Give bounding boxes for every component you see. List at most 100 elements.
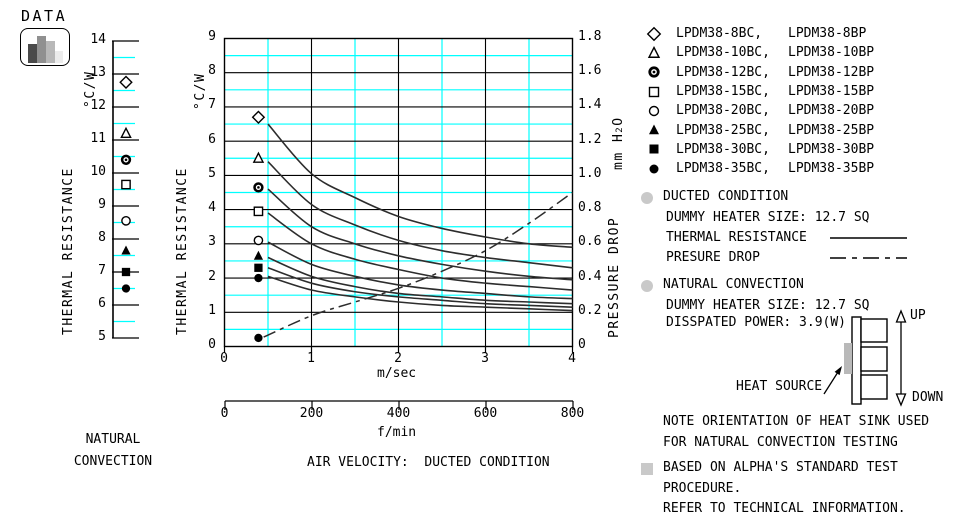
heat-source-pointer-line [823, 371, 839, 395]
y-tick-label: 10 [90, 163, 106, 179]
ducted-chart-units-right-label: mm H2O [611, 116, 627, 170]
down-label: DOWN [912, 390, 944, 405]
legend-model-bc: LPDM38-8BC, [676, 26, 763, 42]
page-title: DATA [21, 7, 68, 25]
y-tick-label: 0 [578, 337, 586, 352]
icon-bar [55, 51, 63, 63]
legend-model-bc: LPDM38-10BC, [676, 45, 770, 61]
natural-chart-units-label: °C/W [83, 70, 98, 108]
legend-model-bc: LPDM38-12BC, [676, 64, 770, 80]
units-right-part2: O [611, 116, 626, 126]
orientation-note-line2: FOR NATURAL CONVECTION TESTING [663, 435, 898, 450]
legend-item: LPDM38-15BC, LPDM38-15BP [645, 82, 874, 101]
legend-item: LPDM38-12BC, LPDM38-12BP [645, 63, 874, 82]
legend-model-bp: LPDM38-30BP [788, 141, 875, 157]
legend-model-bp: LPDM38-10BP [788, 45, 875, 61]
dash-dot-line-sample [830, 257, 907, 259]
square-open-icon [648, 86, 660, 97]
legend-model-bp: LPDM38-35BP [788, 161, 875, 177]
y-tick-label: 11 [90, 130, 106, 146]
triangle-filled-icon [649, 124, 659, 135]
y-tick-label: 1.4 [578, 97, 602, 113]
heat-sink-base-plate [851, 316, 862, 405]
legend-model-bc: LPDM38-15BC, [676, 84, 770, 100]
y-tick-label: 9 [98, 196, 106, 212]
standard-note-line3: REFER TO TECHNICAL INFORMATION. [663, 501, 906, 516]
natural-chart-svg [112, 39, 139, 339]
y-tick-label: 3 [208, 234, 216, 250]
legend-model-bc: LPDM38-30BC, [676, 141, 770, 157]
legend-model-bc: LPDM38-20BC, [676, 103, 770, 119]
legend-model-bp: LPDM38-25BP [788, 122, 875, 138]
icon-bar [28, 44, 37, 63]
ducted-chart-xlabel: m/sec [377, 366, 417, 381]
legend-model-bc: LPDM38-25BC, [676, 122, 770, 138]
y-tick-label: 5 [98, 328, 106, 344]
legend-item: LPDM38-10BC, LPDM38-10BP [645, 43, 874, 62]
y-tick-label: 5 [208, 165, 216, 181]
units-right-part1: mm H [611, 132, 626, 170]
triangle-open-icon [647, 45, 661, 58]
y-tick-label: 0.8 [578, 200, 602, 216]
y-tick-label: 0.2 [578, 302, 602, 318]
bullet-icon [641, 280, 653, 292]
ducted-chart-units-left-label: °C/W [193, 72, 208, 110]
diamond-open-icon [646, 26, 662, 41]
heat-source-rect [844, 343, 852, 374]
y-tick-label: 1.0 [578, 165, 602, 181]
pressure-drop-key-label: PRESURE DROP [666, 250, 760, 265]
standard-note-line2: PROCEDURE. [663, 481, 742, 496]
up-label: UP [910, 308, 926, 323]
legend-item: LPDM38-30BC, LPDM38-30BP [645, 140, 874, 159]
legend-model-bp: LPDM38-12BP [788, 64, 875, 80]
natural-heading: NATURAL CONVECTION [663, 277, 804, 292]
ducted-heading: DUCTED CONDITION [663, 189, 789, 204]
bar-chart-icon [20, 28, 70, 66]
bullet-icon [641, 192, 653, 204]
solid-line-sample [830, 237, 907, 239]
dissipated-power: DISSPATED POWER: 3.9(W) [666, 315, 847, 330]
y-tick-label: 6 [208, 131, 216, 147]
natural-chart-plot [112, 39, 144, 345]
orientation-note-line1: NOTE ORIENTATION OF HEAT SINK USED [663, 414, 930, 429]
up-arrowhead-icon [895, 309, 907, 323]
natural-chart-title: NATURAL CONVECTION [56, 429, 170, 473]
natural-chart-ylabel: THERMAL RESISTANCE [61, 167, 76, 335]
legend-model-bp: LPDM38-8BP [788, 26, 867, 42]
y-tick-label: 4 [208, 200, 216, 216]
ducted-chart-plot [223, 37, 575, 361]
down-arrowhead-icon [895, 393, 907, 407]
fmin-axis-svg [223, 400, 574, 410]
standard-note-line1: BASED ON ALPHA'S STANDARD TEST [663, 460, 898, 475]
heat-sink-fin [860, 318, 888, 343]
natural-chart-title-line1: NATURAL [85, 432, 141, 447]
circle-open-icon [648, 105, 660, 117]
y-tick-label: 6 [98, 295, 106, 311]
heat-source-pointer-arrowhead [834, 366, 842, 376]
legend-model-bc: LPDM38-35BC, [676, 161, 770, 177]
legend-item: LPDM38-8BC, LPDM38-8BP [645, 24, 874, 43]
y-tick-label: 1 [208, 302, 216, 318]
y-tick-label: 14 [90, 31, 106, 47]
natural-chart-title-line2: CONVECTION [73, 454, 153, 469]
legend-item: LPDM38-25BC, LPDM38-25BP [645, 120, 874, 139]
heat-sink-fin [860, 346, 888, 372]
y-tick-label: 9 [208, 29, 216, 44]
legend-model-bp: LPDM38-15BP [788, 84, 875, 100]
y-tick-label: 1.2 [578, 131, 602, 147]
y-tick-label: 0.6 [578, 234, 602, 250]
legend-item: LPDM38-20BC, LPDM38-20BP [645, 101, 874, 120]
square-bullet-icon [641, 463, 653, 475]
fmin-axis [223, 397, 574, 416]
icon-bar [37, 36, 46, 63]
ducted-dummy-heater: DUMMY HEATER SIZE: 12.7 SQ [666, 210, 870, 225]
icon-bar [46, 41, 55, 63]
y-tick-label: 8 [98, 229, 106, 245]
y-tick-label: 1.6 [578, 63, 602, 79]
heat-sink-fin [860, 374, 888, 400]
circle-dot-icon [648, 66, 660, 78]
legend-item: LPDM38-35BC, LPDM38-35BP [645, 159, 874, 178]
ducted-chart-title: AIR VELOCITY: DUCTED CONDITION [307, 455, 550, 470]
heat-source-label: HEAT SOURCE [736, 379, 823, 394]
